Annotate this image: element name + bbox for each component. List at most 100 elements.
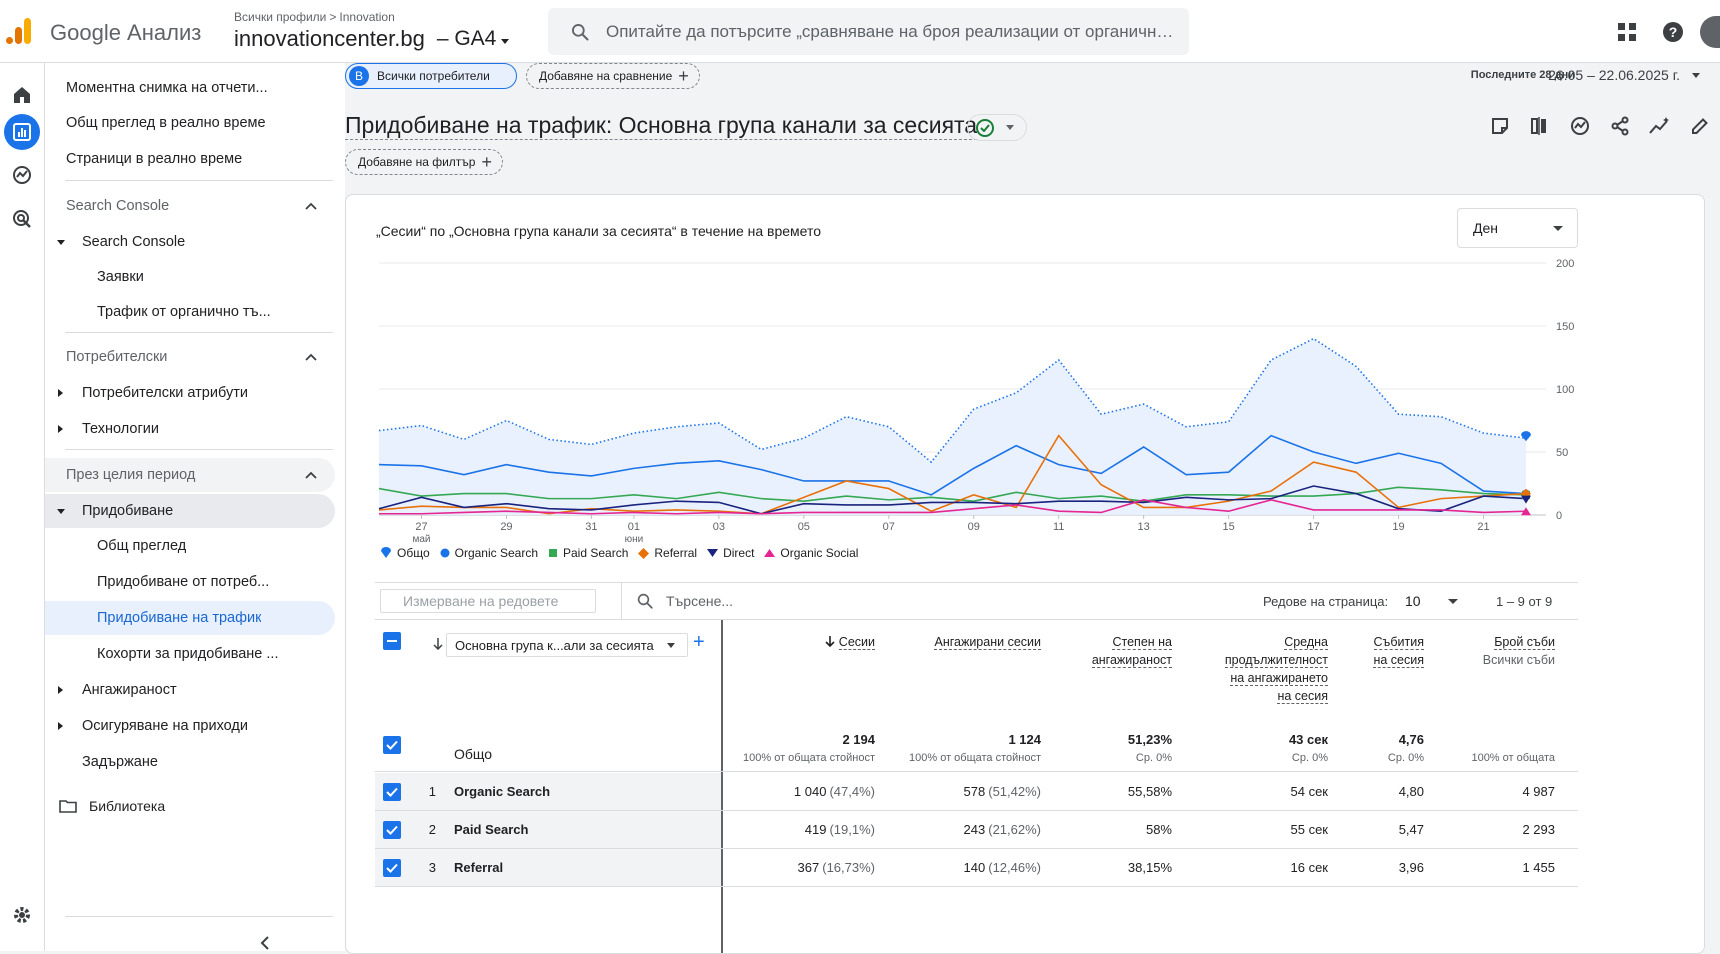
customize-report-icon[interactable] <box>1480 108 1520 144</box>
table-row[interactable]: 3 Referral 367 (16,73%) 140 (12,46%) 38,15% 16 … <box>375 849 1578 887</box>
nav-item-library[interactable]: Библиотека <box>59 798 165 814</box>
column-header[interactable]: Сесии <box>825 633 875 651</box>
nav-item-queries[interactable]: Заявки <box>45 260 335 294</box>
nav-item-user-acquisition[interactable]: Придобиване от потреб... <box>45 565 335 599</box>
nav-item-search-console-group[interactable]: Search Console <box>45 225 335 259</box>
column-header[interactable]: Ангажирани сесии <box>934 633 1041 651</box>
totals-value: 1 124 <box>1008 732 1041 747</box>
column-header-label: на сесия <box>1277 689 1328 704</box>
chevron-down-icon[interactable] <box>1692 73 1700 78</box>
search-input[interactable]: Опитайте да потърсите „сравняване на бро… <box>548 8 1189 55</box>
property-selector[interactable]: innovationcenter.bg – GA4 <box>234 26 510 52</box>
table-search-input[interactable]: Търсене... <box>621 583 733 619</box>
add-filter-button[interactable]: Добавяне на филтър + <box>345 149 503 175</box>
date-range-value[interactable]: 26.05 – 22.06.2025 г. <box>1548 67 1680 83</box>
dimension-select[interactable]: Основна група к...али за сесията <box>446 633 688 657</box>
apps-grid-icon[interactable] <box>1604 9 1650 55</box>
home-icon[interactable] <box>4 77 40 113</box>
nav-section-search-console[interactable]: Search Console <box>45 189 335 223</box>
legend-item[interactable]: Paid Search <box>548 546 628 560</box>
nav-item-user-attributes[interactable]: Потребителски атрибути <box>45 376 335 410</box>
legend-item[interactable]: Referral <box>638 546 697 560</box>
column-header[interactable]: Брой съби Всички съби <box>1483 633 1555 669</box>
nav-item-overview[interactable]: Общ преглед <box>45 529 335 563</box>
share-icon[interactable] <box>1600 108 1640 144</box>
period-select[interactable]: Ден <box>1457 208 1578 248</box>
legend-item[interactable]: Direct <box>707 546 754 560</box>
chevron-up-icon <box>305 471 317 479</box>
collapse-nav-icon[interactable] <box>260 936 270 950</box>
rows-per-page-select[interactable]: 10 <box>1405 593 1421 609</box>
nav-section-lifecycle[interactable]: През целия период <box>45 458 335 492</box>
nav-item-traffic-acquisition[interactable]: Придобиване на трафик <box>45 601 335 635</box>
insights-chart-icon[interactable] <box>1560 108 1600 144</box>
breadcrumb-sep: > <box>329 10 337 24</box>
nav-item-snapshot[interactable]: Моментна снимка на отчети... <box>45 71 335 105</box>
analytics-logo-icon[interactable] <box>4 16 34 46</box>
column-header[interactable]: Средна продължителност на ангажирането на с… <box>1224 633 1328 705</box>
reports-icon[interactable] <box>4 114 40 150</box>
metric-value: 140 <box>963 860 986 875</box>
settings-gear-icon[interactable] <box>4 897 40 933</box>
segment-chip[interactable]: В Всички потребители <box>345 63 517 89</box>
column-header[interactable]: Степен на ангажираност <box>1091 633 1172 669</box>
metric-value: 16 сек <box>1290 860 1329 875</box>
legend-marker-icon <box>707 548 719 558</box>
row-checkbox[interactable] <box>383 821 401 839</box>
nav-item-organic-traffic[interactable]: Трафик от органично тъ... <box>45 295 335 329</box>
chevron-down-icon[interactable] <box>1448 599 1458 604</box>
add-dimension-icon[interactable]: + <box>693 631 705 653</box>
legend-item[interactable]: Organic Search <box>440 546 538 560</box>
row-checkbox[interactable] <box>383 783 401 801</box>
row-dimension-value[interactable]: Referral <box>454 860 504 875</box>
compare-columns-icon[interactable] <box>1520 108 1560 144</box>
totals-subtext: Ср. 0% <box>1135 752 1172 764</box>
help-icon[interactable]: ? <box>1650 9 1696 55</box>
nav-item-monetization[interactable]: Осигуряване на приходи <box>45 709 335 743</box>
explore-icon[interactable] <box>4 157 40 193</box>
metric-value: 578 <box>963 784 986 799</box>
nav-item-engagement[interactable]: Ангажираност <box>45 673 335 707</box>
breadcrumb-account[interactable]: Innovation <box>339 10 395 24</box>
nav-item-realtime-pages[interactable]: Страници в реално време <box>45 142 335 176</box>
add-comparison-button[interactable]: Добавяне на сравнение + <box>526 63 700 89</box>
nav-item-acquisition[interactable]: Придобиване <box>45 494 335 528</box>
caret-down-icon <box>57 240 65 245</box>
metric-cell: 4,80 <box>1399 784 1424 799</box>
data-table: Основна група к...али за сесията + Сесии… <box>375 620 1578 953</box>
breadcrumb[interactable]: Всички профили > Innovation <box>234 10 395 24</box>
totals-checkbox[interactable] <box>383 736 401 754</box>
nav-item-tech[interactable]: Технологии <box>45 412 335 446</box>
table-row[interactable]: 2 Paid Search 419 (19,1%) 243 (21,62%) 58% 55 с… <box>375 811 1578 849</box>
row-checkbox[interactable] <box>383 859 401 877</box>
chevron-down-icon <box>1006 125 1014 130</box>
metric-cell: 1 040 (47,4%) <box>794 784 875 799</box>
x-tick-sublabel: юни <box>625 534 644 545</box>
column-header-label: Събития <box>1373 635 1424 650</box>
table-row[interactable]: 1 Organic Search 1 040 (47,4%) 578 (51,42%) 55… <box>375 773 1578 811</box>
column-header[interactable]: Събития на сесия <box>1373 633 1424 669</box>
page-title: Придобиване на трафик: Основна група кан… <box>345 112 978 140</box>
add-filter-label: Добавяне на филтър <box>358 155 476 169</box>
nav-section-user[interactable]: Потребителски <box>45 340 335 374</box>
nav-item-retention[interactable]: Задържане <box>45 745 335 779</box>
metric-cell: 54 сек <box>1291 784 1329 799</box>
legend-marker-icon <box>638 547 650 559</box>
edit-pencil-icon[interactable] <box>1680 108 1720 144</box>
row-dimension-value[interactable]: Paid Search <box>454 822 529 837</box>
nav-item-cohorts[interactable]: Кохорти за придобиване ... <box>45 637 335 671</box>
nav-item-realtime-overview[interactable]: Общ преглед в реално време <box>45 106 335 140</box>
avatar[interactable] <box>1700 15 1720 48</box>
row-measure-input[interactable]: Измерване на редовете <box>380 589 596 613</box>
nav-item-label: Search Console <box>82 234 186 250</box>
report-status-button[interactable] <box>967 114 1027 141</box>
legend-item[interactable]: Organic Social <box>764 546 858 560</box>
legend-item[interactable]: Общо <box>380 546 430 560</box>
select-all-checkbox[interactable] <box>383 632 401 650</box>
caret-right-icon <box>58 425 63 433</box>
advertising-icon[interactable] <box>4 201 40 237</box>
breadcrumb-all[interactable]: Всички профили <box>234 10 327 24</box>
sort-arrow-icon[interactable] <box>433 637 443 650</box>
sparkle-insights-icon[interactable] <box>1640 108 1680 144</box>
row-dimension-value[interactable]: Organic Search <box>454 784 551 799</box>
